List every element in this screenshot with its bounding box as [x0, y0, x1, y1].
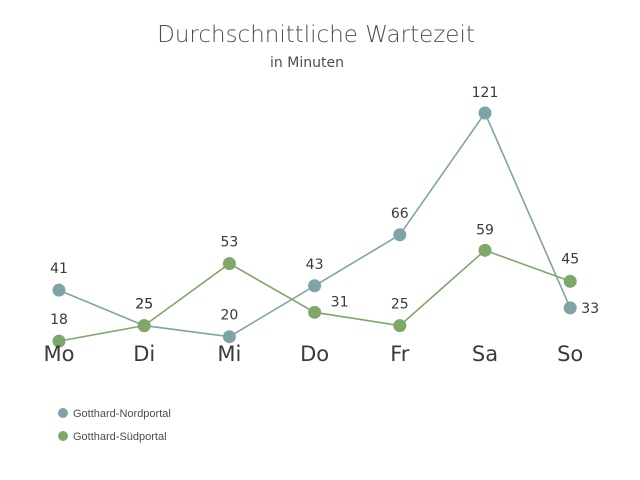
data-label-gotthard-suedportal-mi: 53 — [220, 235, 238, 251]
data-point-gotthard-nordportal-sa — [478, 106, 492, 120]
category-label-mo: Mo — [44, 342, 75, 366]
data-point-gotthard-nordportal-fr — [393, 228, 407, 242]
data-point-gotthard-suedportal-sa — [478, 243, 492, 257]
data-label-gotthard-nordportal-so: 33 — [581, 301, 599, 317]
legend-label-gotthard-suedportal: Gotthard-Südportal — [73, 431, 167, 443]
category-label-fr: Fr — [390, 342, 410, 366]
data-label-gotthard-suedportal-sa: 59 — [476, 222, 494, 238]
data-point-gotthard-nordportal-mo — [52, 283, 66, 297]
data-label-gotthard-suedportal-so: 45 — [561, 251, 579, 267]
legend-marker-gotthard-suedportal — [58, 431, 68, 441]
data-label-gotthard-nordportal-mo: 41 — [50, 261, 68, 277]
series-points — [52, 106, 577, 348]
chart-title: Durchschnittliche Wartezeit — [157, 22, 475, 48]
category-label-mi: Mi — [217, 342, 241, 366]
data-label-gotthard-suedportal-fr: 25 — [391, 297, 409, 313]
data-point-gotthard-suedportal-do — [308, 305, 322, 319]
data-point-gotthard-nordportal-do — [308, 279, 322, 293]
data-point-gotthard-suedportal-mi — [222, 257, 236, 271]
data-point-gotthard-nordportal-mi — [222, 330, 236, 344]
data-label-gotthard-suedportal-mo: 18 — [50, 312, 68, 328]
chart-subtitle: in Minuten — [270, 55, 344, 71]
category-label-sa: Sa — [472, 342, 498, 366]
data-point-gotthard-nordportal-so — [563, 301, 577, 315]
data-point-gotthard-suedportal-fr — [393, 319, 407, 333]
legend-marker-gotthard-nordportal — [58, 408, 68, 418]
data-label-gotthard-suedportal-di: 25 — [135, 297, 153, 313]
data-point-gotthard-suedportal-mo — [52, 334, 66, 348]
category-axis: Mo Di Mi Do Fr Sa So — [44, 342, 584, 366]
data-point-gotthard-suedportal-di — [137, 319, 151, 333]
data-label-gotthard-nordportal-di: 25 — [135, 297, 153, 313]
category-label-di: Di — [133, 342, 155, 366]
data-label-gotthard-suedportal-do: 31 — [331, 294, 349, 310]
category-label-do: Do — [300, 342, 329, 366]
data-label-gotthard-nordportal-sa: 121 — [472, 85, 499, 101]
data-label-gotthard-nordportal-do: 43 — [306, 257, 324, 273]
legend: Gotthard-Nordportal Gotthard-Südportal — [58, 408, 171, 443]
data-label-gotthard-nordportal-mi: 20 — [220, 308, 238, 324]
category-label-so: So — [557, 342, 583, 366]
data-point-gotthard-suedportal-so — [563, 274, 577, 288]
legend-label-gotthard-nordportal: Gotthard-Nordportal — [73, 408, 171, 420]
data-label-gotthard-nordportal-fr: 66 — [391, 206, 409, 222]
